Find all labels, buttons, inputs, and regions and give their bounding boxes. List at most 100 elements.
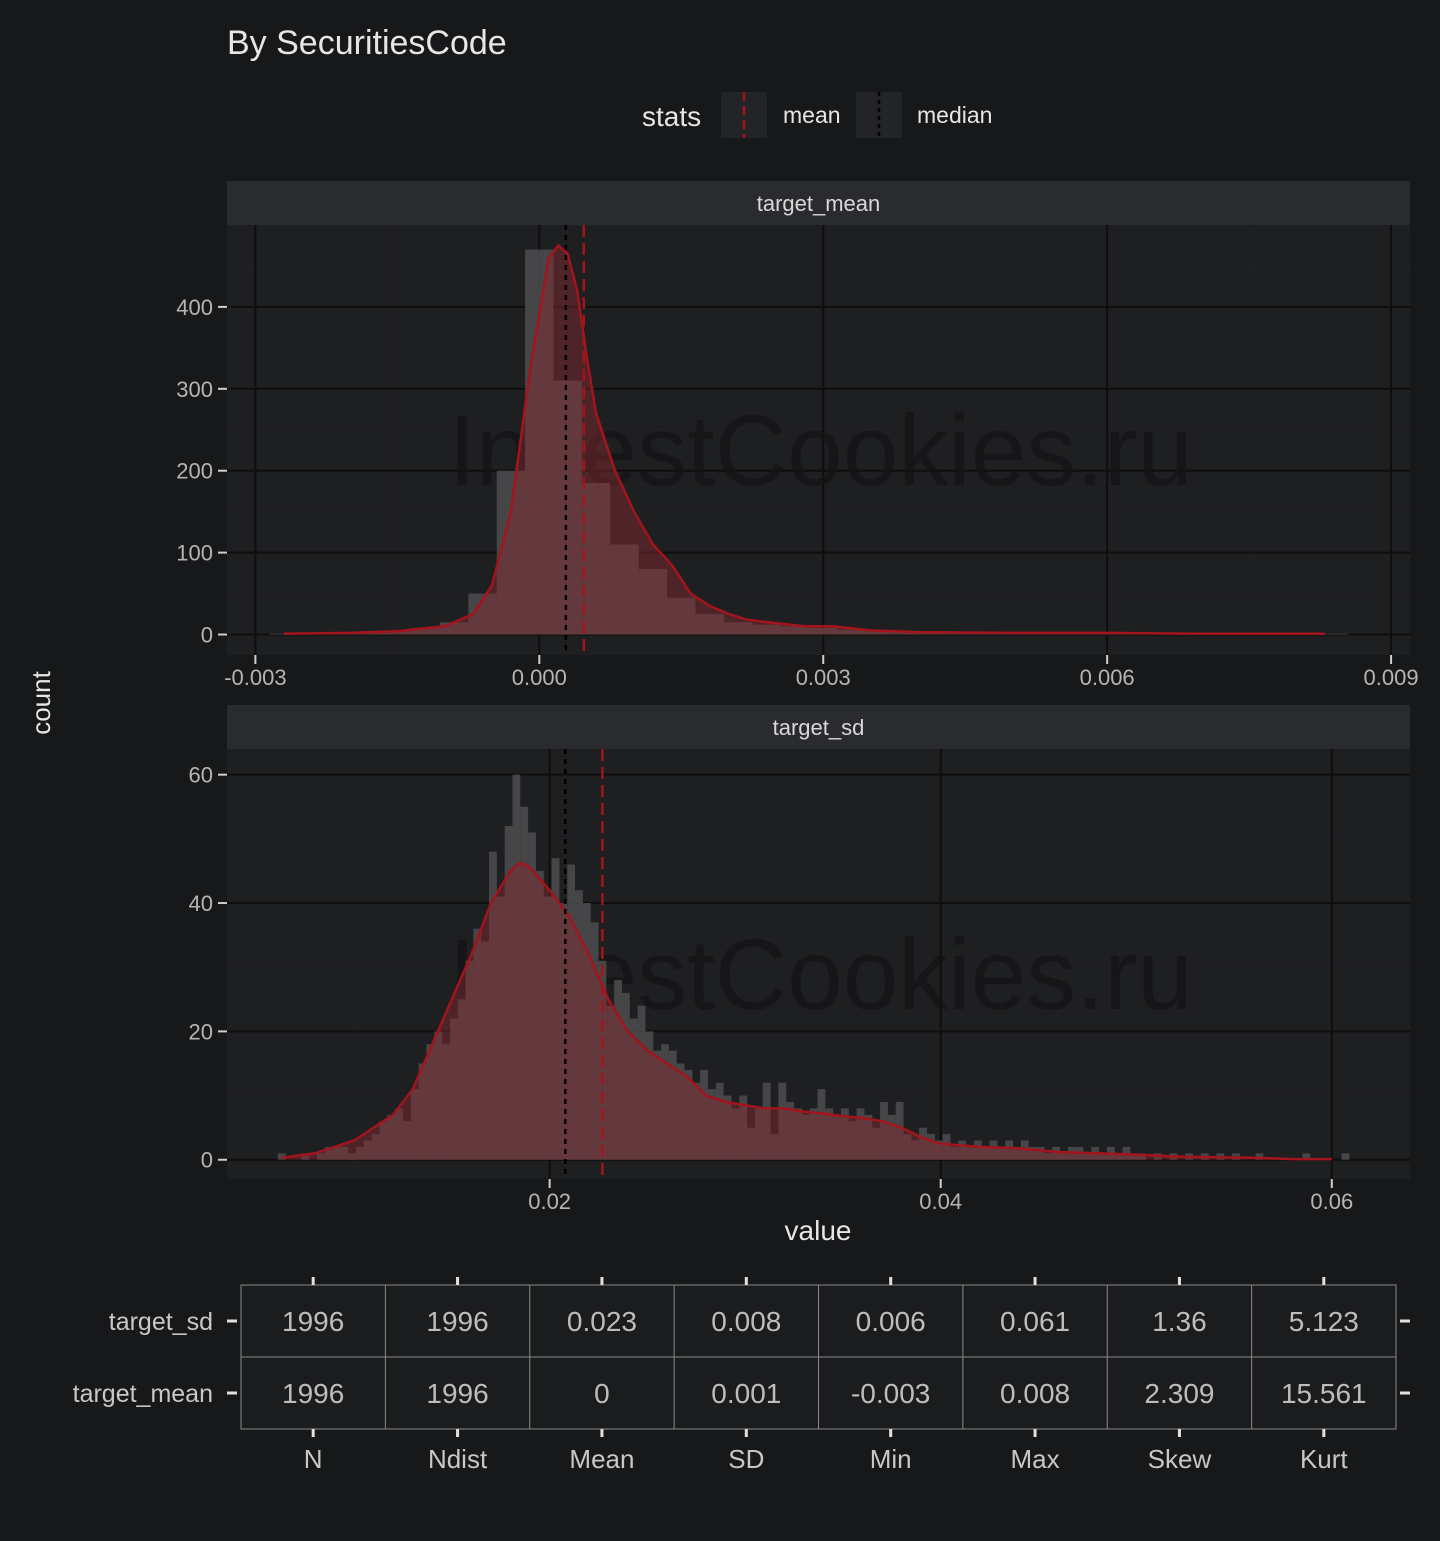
histogram-bar xyxy=(1099,1153,1107,1160)
y-tick-label: 0 xyxy=(201,1148,213,1173)
table-cell: 0.061 xyxy=(1000,1306,1070,1337)
histogram-bar xyxy=(621,992,630,1160)
histogram-bar xyxy=(762,1082,771,1160)
histogram-bar xyxy=(801,1114,810,1160)
histogram-bar xyxy=(723,1095,732,1160)
histogram-bar xyxy=(551,858,560,1160)
histogram-bar xyxy=(638,569,668,635)
histogram-bar xyxy=(739,1095,748,1160)
histogram-bar xyxy=(442,1044,450,1160)
histogram-bar xyxy=(354,632,384,635)
histogram-bar xyxy=(778,1082,787,1160)
facet-strip-label: target_mean xyxy=(757,191,881,216)
histogram-bar xyxy=(661,1044,669,1160)
histogram-bar xyxy=(668,1050,677,1160)
histogram-bar xyxy=(629,1018,638,1160)
facet-strip xyxy=(227,705,1410,749)
histogram-bar xyxy=(1302,1153,1311,1160)
histogram-bar xyxy=(715,1082,724,1160)
histogram-bar xyxy=(894,632,923,635)
table-cell: 0.008 xyxy=(711,1306,781,1337)
histogram-bar xyxy=(973,1140,982,1160)
histogram-bar xyxy=(752,624,781,635)
density-line xyxy=(283,243,1325,635)
histogram-bar xyxy=(950,1146,959,1160)
histogram-bar xyxy=(731,1108,740,1160)
histogram-bar xyxy=(1044,1153,1053,1160)
histogram-bar xyxy=(903,1134,912,1160)
histogram-bar xyxy=(332,1146,341,1160)
histogram-bar xyxy=(880,1101,888,1160)
histogram-bar xyxy=(692,1082,701,1160)
histogram-bar xyxy=(723,622,753,635)
histogram-bar xyxy=(786,1101,795,1160)
histogram-bar xyxy=(1059,1153,1068,1160)
histogram-bar xyxy=(942,1134,951,1160)
histogram-bar xyxy=(667,597,696,635)
histogram-bar xyxy=(606,1005,615,1160)
y-axis-title: count xyxy=(26,670,56,734)
y-tick-label: 60 xyxy=(189,763,213,788)
histogram-bar xyxy=(610,544,639,635)
histogram-bar xyxy=(1013,1146,1021,1160)
y-tick-label: 20 xyxy=(189,1019,213,1044)
histogram-bar xyxy=(590,922,599,1160)
histogram-bar xyxy=(989,1140,998,1160)
histogram-bar xyxy=(1036,1146,1045,1160)
table-cell: 0.023 xyxy=(567,1306,637,1337)
y-tick-label: 40 xyxy=(189,891,213,916)
histogram-bar xyxy=(1083,1153,1092,1160)
histogram-bar xyxy=(324,1146,333,1160)
histogram-bar xyxy=(958,1140,967,1160)
histogram-bar xyxy=(1138,1153,1147,1160)
histogram-bar xyxy=(465,960,474,1160)
histogram-bar xyxy=(864,1114,873,1160)
histogram-bar xyxy=(528,832,536,1160)
table-cell: -0.003 xyxy=(851,1378,930,1409)
histogram-bar xyxy=(481,941,490,1160)
histogram-bar xyxy=(780,626,810,635)
histogram-bar xyxy=(418,1063,427,1160)
histogram-bar xyxy=(837,629,866,635)
facet-panel-target-mean: target_meanInvestCookies.ru0100200300400… xyxy=(176,181,1419,690)
histogram-bar xyxy=(840,1108,849,1160)
histogram-bar xyxy=(637,1005,646,1160)
histogram-bar xyxy=(535,870,544,1160)
histogram-bar xyxy=(363,1140,372,1160)
histogram-bar xyxy=(582,903,591,1160)
histogram-bar xyxy=(1005,1140,1014,1160)
panel-background xyxy=(227,225,1410,655)
legend-key-median xyxy=(856,92,902,138)
histogram-bar xyxy=(512,774,521,1160)
table-column-header: Skew xyxy=(1148,1444,1212,1474)
histogram-bar xyxy=(316,1153,325,1160)
table-column-header: N xyxy=(304,1444,323,1474)
histogram-bar xyxy=(684,1069,693,1160)
histogram-bar xyxy=(301,1153,310,1160)
histogram-bar xyxy=(911,1140,920,1160)
table-column-header: Kurt xyxy=(1300,1444,1348,1474)
table-column-header: Mean xyxy=(569,1444,634,1474)
histogram-bar xyxy=(676,1063,685,1160)
histogram-bar xyxy=(504,826,513,1160)
facet-strip xyxy=(227,181,1410,225)
histogram-bar xyxy=(395,1108,403,1160)
histogram-bar xyxy=(277,1153,286,1160)
histogram-bar xyxy=(997,1146,1006,1160)
density-line xyxy=(281,861,1332,1161)
histogram-bar xyxy=(981,1146,990,1160)
histogram-bar xyxy=(809,627,838,635)
histogram-bar xyxy=(269,633,298,635)
table-column-header: SD xyxy=(728,1444,764,1474)
histogram-bar xyxy=(1341,1153,1350,1160)
histogram-bar xyxy=(1320,633,1349,635)
legend-label-median: median xyxy=(917,102,992,128)
histogram-bar xyxy=(426,1044,435,1160)
histogram-bar xyxy=(1255,1153,1264,1160)
histogram-bar xyxy=(887,1114,896,1160)
y-tick-label: 400 xyxy=(176,295,213,320)
histogram-bar xyxy=(411,627,440,635)
table-cell: 5.123 xyxy=(1289,1306,1359,1337)
